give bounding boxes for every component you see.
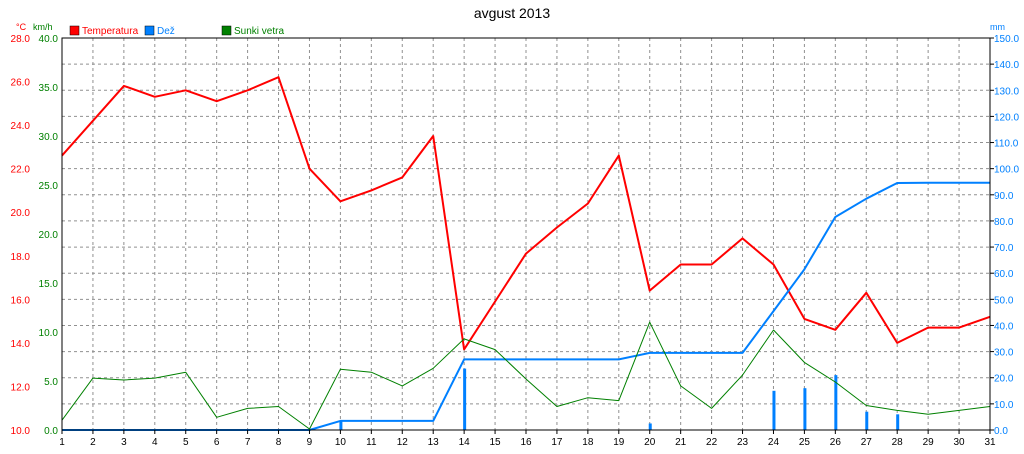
x-tick-label: 15 (490, 437, 502, 448)
legend: Temperatura Dež Sunki vetra (69, 25, 284, 37)
x-tick-label: 10 (335, 437, 347, 448)
x-tick-label: 19 (613, 437, 625, 448)
rain-daily-bar (803, 388, 807, 430)
temperature-tick-label: 18.0 (11, 252, 31, 263)
rain-tick-label: 110.0 (994, 139, 1019, 150)
x-tick-label: 14 (459, 437, 471, 448)
rain-tick-label: 50.0 (994, 295, 1014, 306)
x-tick-label: 22 (706, 437, 718, 448)
legend-swatch-sunki-vetra (221, 25, 232, 36)
rain-tick-label: 120.0 (994, 112, 1019, 123)
wind-tick-label: 30.0 (39, 132, 59, 143)
temperature-tick-label: 12.0 (11, 382, 31, 393)
rain-daily-bar (772, 390, 776, 430)
x-tick-label: 11 (366, 437, 377, 448)
rain-tick-label: 40.0 (994, 321, 1014, 332)
legend-swatch-de- (144, 25, 155, 36)
rain-tick-label: 30.0 (994, 348, 1014, 359)
x-tick-label: 9 (307, 437, 313, 448)
temperature-axis-unit: °C (16, 22, 27, 32)
series-line-temperatura (61, 76, 991, 351)
x-tick-label: 4 (152, 437, 158, 448)
temperature-tick-label: 22.0 (11, 165, 31, 176)
x-tick-label: 5 (183, 437, 189, 448)
rain-daily-bar (339, 420, 343, 430)
rain-tick-label: 130.0 (994, 86, 1019, 97)
chart-title: avgust 2013 (474, 5, 550, 21)
legend-label-sunki-vetra: Sunki vetra (234, 26, 284, 37)
wind-tick-label: 10.0 (39, 328, 59, 339)
x-tick-label: 29 (923, 437, 935, 448)
rain-tick-label: 90.0 (994, 191, 1014, 202)
rain-daily-bar (896, 414, 900, 430)
wind-tick-label: 20.0 (39, 230, 59, 241)
wind-tick-label: 35.0 (39, 83, 59, 94)
rain-tick-label: 100.0 (994, 165, 1019, 176)
x-tick-label: 6 (214, 437, 220, 448)
series-line-sunki-vetra (61, 321, 991, 430)
x-tick-label: 31 (984, 437, 996, 448)
legend-label-temperatura: Temperatura (82, 26, 139, 37)
legend-label-de-: Dež (157, 26, 175, 37)
rain-tick-label: 70.0 (994, 243, 1014, 254)
rain-tick-label: 80.0 (994, 217, 1014, 228)
rain-tick-label: 10.0 (994, 400, 1014, 411)
x-tick-label: 18 (582, 437, 594, 448)
x-tick-label: 16 (520, 437, 532, 448)
axis-labels: 1 2 3 4 5 6 7 8 9 10 11 12 13 14 15 16 17 18 19 20 21 22 23 24 2… (11, 34, 1020, 448)
x-tick-label: 3 (121, 437, 127, 448)
rain-tick-label: 150.0 (994, 34, 1019, 45)
legend-swatch-temperatura (69, 25, 80, 36)
wind-tick-label: 25.0 (39, 181, 59, 192)
x-tick-label: 17 (551, 437, 563, 448)
x-tick-label: 13 (428, 437, 440, 448)
x-tick-label: 28 (892, 437, 904, 448)
x-tick-label: 23 (737, 437, 749, 448)
temperature-tick-label: 14.0 (11, 339, 31, 350)
temperature-tick-label: 20.0 (11, 208, 31, 219)
x-tick-label: 7 (245, 437, 251, 448)
temperature-tick-label: 24.0 (11, 121, 31, 132)
wind-tick-label: 5.0 (44, 377, 58, 388)
temperature-tick-label: 10.0 (11, 426, 31, 437)
wind-axis-unit: km/h (33, 22, 53, 32)
x-tick-label: 1 (59, 437, 65, 448)
x-tick-label: 8 (276, 437, 282, 448)
temperature-tick-label: 16.0 (11, 295, 31, 306)
x-tick-label: 30 (954, 437, 966, 448)
wind-tick-label: 40.0 (39, 34, 59, 45)
x-tick-label: 21 (675, 437, 687, 448)
wind-tick-label: 15.0 (39, 279, 59, 290)
grid (62, 38, 990, 430)
rain-tick-label: 20.0 (994, 374, 1014, 385)
x-tick-label: 26 (830, 437, 842, 448)
rain-daily-bar (463, 368, 467, 430)
rain-daily-bar (865, 411, 869, 430)
rain-tick-label: 0.0 (994, 426, 1008, 437)
x-tick-label: 25 (799, 437, 811, 448)
rain-tick-label: 140.0 (994, 60, 1019, 71)
wind-tick-label: 0.0 (44, 426, 58, 437)
temperature-tick-label: 26.0 (11, 78, 31, 89)
rain-tick-label: 60.0 (994, 269, 1014, 280)
rain-daily-bar (834, 375, 838, 430)
temperature-tick-label: 28.0 (11, 34, 31, 45)
rain-axis-unit: mm (990, 22, 1005, 32)
x-tick-label: 24 (768, 437, 780, 448)
x-tick-label: 12 (397, 437, 409, 448)
x-tick-label: 27 (861, 437, 873, 448)
x-tick-label: 2 (90, 437, 96, 448)
rain-daily-bar (648, 423, 652, 430)
x-tick-label: 20 (644, 437, 656, 448)
